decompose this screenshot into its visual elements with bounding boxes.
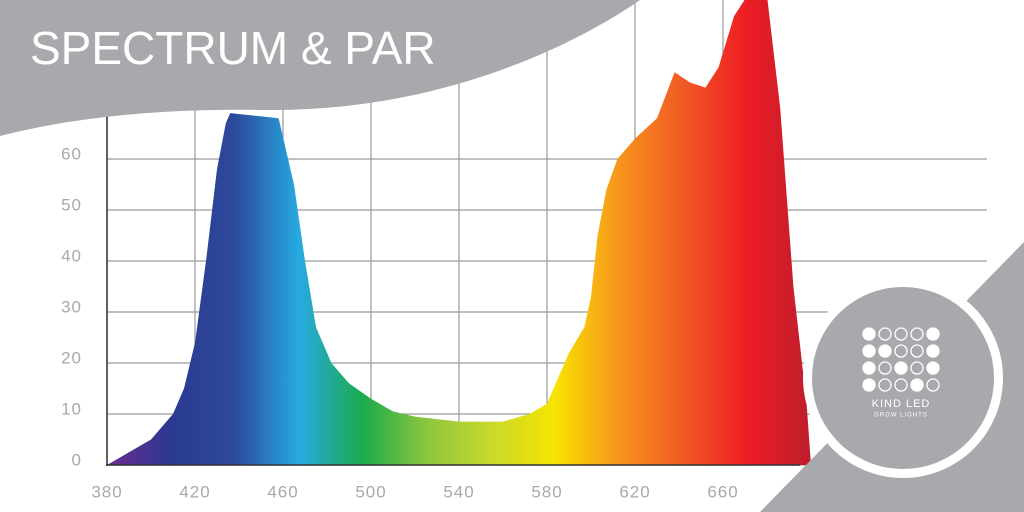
logo-brand: KIND LED <box>872 398 931 410</box>
y-tick-label: 60 <box>61 144 82 163</box>
spectrum-area <box>107 0 811 465</box>
x-tick-label: 380 <box>91 482 122 501</box>
y-tick-label: 50 <box>61 195 82 214</box>
y-tick-label: 30 <box>61 297 82 316</box>
chart-title: SPECTRUM & PAR <box>30 22 436 74</box>
title-banner <box>0 0 640 136</box>
plot <box>107 0 811 465</box>
x-tick-label: 580 <box>531 482 562 501</box>
logo-dots <box>862 327 940 392</box>
y-tick-label: 0 <box>72 450 82 469</box>
y-tick-label: 10 <box>61 399 82 418</box>
y-tick-label: 20 <box>61 348 82 367</box>
x-tick-label: 540 <box>443 482 474 501</box>
y-tick-label: 40 <box>61 246 82 265</box>
logo-tagline: GROW LIGHTS <box>874 413 928 419</box>
x-tick-label: 660 <box>707 482 738 501</box>
x-tick-label: 420 <box>179 482 210 501</box>
logo: KIND LED GROW LIGHTS <box>803 278 1003 478</box>
x-tick-label: 500 <box>355 482 386 501</box>
logo-disc <box>812 287 994 469</box>
x-tick-label: 620 <box>619 482 650 501</box>
x-tick-label: 460 <box>267 482 298 501</box>
